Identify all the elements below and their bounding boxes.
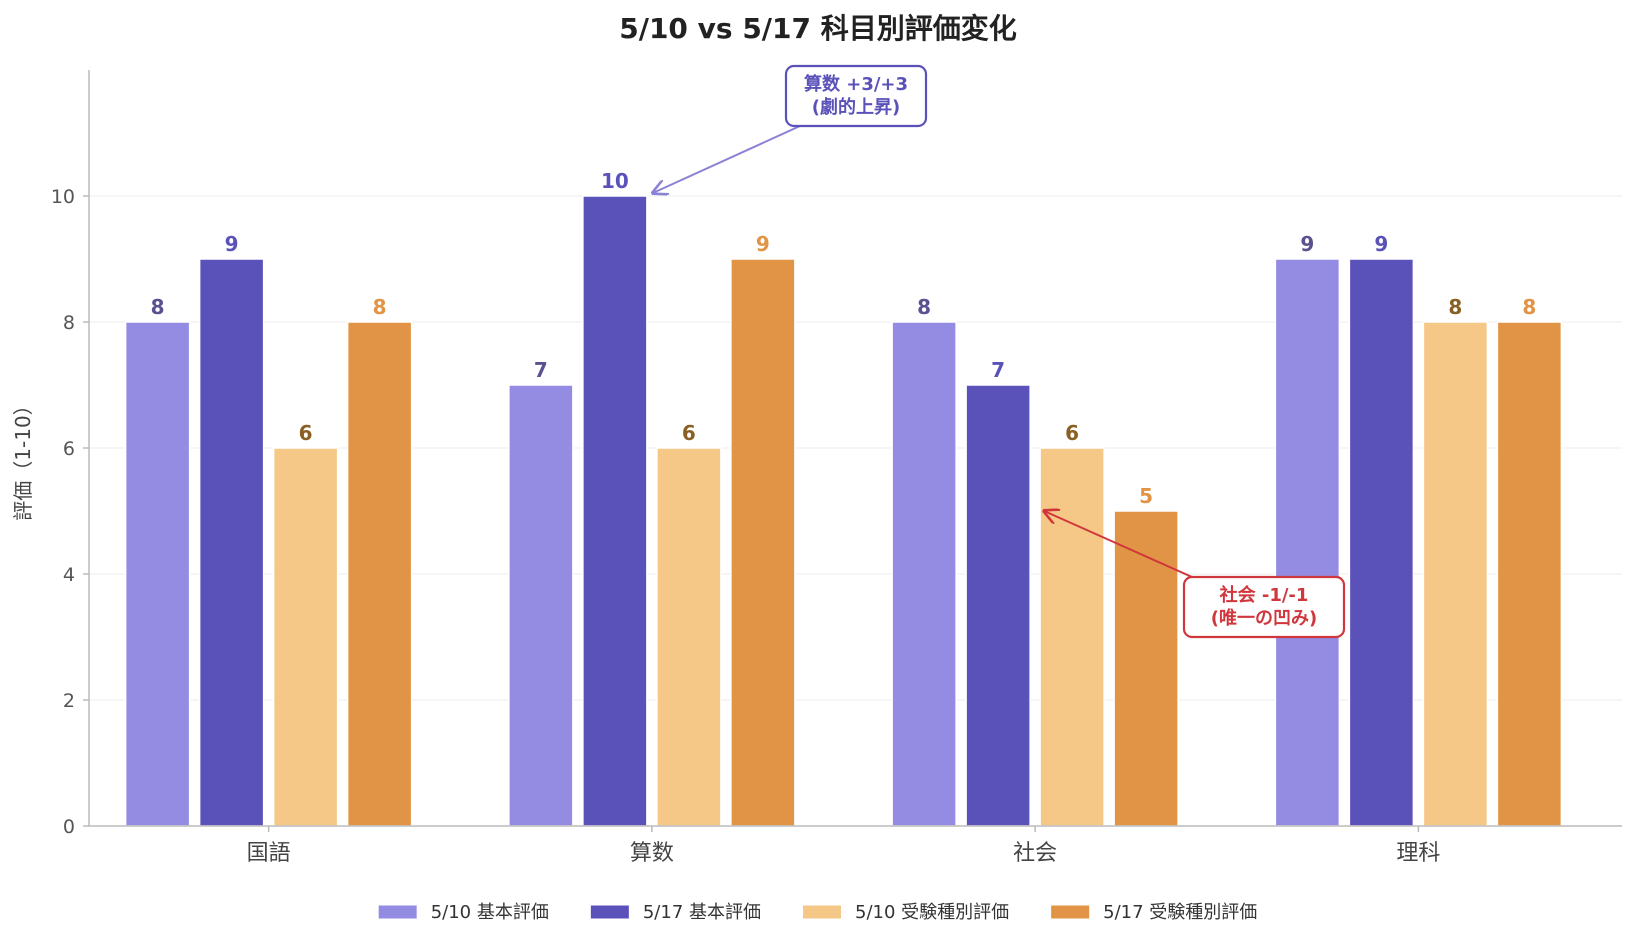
annotation-box [784, 64, 928, 128]
legend-label: 5/17 受験種別評価 [1103, 902, 1257, 923]
annotation-arrow [653, 125, 801, 193]
bar-value-label: 9 [1374, 232, 1388, 256]
y-ticks: 0 2 4 6 8 10 [51, 186, 89, 838]
bar [508, 384, 574, 827]
y-tick-label: 2 [63, 690, 75, 712]
bar [1348, 258, 1415, 827]
legend-swatch [590, 905, 629, 919]
bar [891, 321, 957, 827]
annotation-text: (劇的上昇) [812, 96, 900, 118]
y-tick-label: 0 [63, 816, 75, 838]
bar [1274, 258, 1341, 827]
bar-value-label: 9 [1300, 232, 1314, 256]
legend-label: 5/10 基本評価 [431, 902, 549, 923]
y-axis-title: 評価（1-10） [11, 395, 35, 520]
annotations: 算数 +3/+3(劇的上昇) 社会 -1/-1(唯一の凹み) [653, 64, 1346, 639]
bar [965, 384, 1031, 827]
y-tick-label: 6 [63, 438, 75, 460]
legend-swatch [378, 905, 417, 919]
legend: 5/10 基本評価 5/17 基本評価 5/10 受験種別評価 5/17 受験種別評価 [378, 902, 1257, 923]
bar-value-label: 8 [373, 295, 387, 319]
x-ticks: 国語 算数 社会 理科 [247, 826, 1440, 866]
legend-label: 5/17 基本評価 [643, 902, 761, 923]
bar-value-label: 7 [991, 358, 1005, 382]
annotation-box [1182, 575, 1346, 639]
bar-value-label: 10 [601, 169, 629, 193]
bar-value-label: 5 [1139, 484, 1153, 508]
bar-value-label: 9 [756, 232, 770, 256]
bar-value-label: 7 [534, 358, 548, 382]
bars [124, 195, 1563, 827]
bar-value-label: 8 [1522, 295, 1536, 319]
bar [1422, 321, 1489, 827]
x-tick-label: 理科 [1396, 841, 1440, 866]
legend-label: 5/10 受験種別評価 [855, 902, 1009, 923]
x-tick-label: 国語 [247, 841, 291, 866]
bar [1113, 510, 1179, 827]
bar [272, 447, 339, 827]
bar [730, 258, 796, 827]
bar [346, 321, 413, 827]
x-tick-label: 社会 [1013, 841, 1057, 866]
bar [1496, 321, 1563, 827]
y-tick-label: 10 [51, 186, 75, 208]
y-tick-label: 8 [63, 312, 75, 334]
legend-swatch [803, 905, 841, 919]
bar [656, 447, 722, 827]
bar-value-label: 8 [917, 295, 931, 319]
annotation-arrow [1044, 511, 1193, 578]
bar-value-label: 6 [299, 421, 313, 445]
annotation-text: 社会 -1/-1 [1220, 584, 1309, 606]
value-labels: 8 9 6 8 7 10 6 9 8 7 6 5 9 9 8 8 [151, 169, 1537, 508]
x-tick-label: 算数 [630, 841, 674, 866]
bar [582, 195, 648, 827]
bar-value-label: 9 [225, 232, 239, 256]
bar [1039, 447, 1105, 827]
annotation-text: (唯一の凹み) [1211, 607, 1317, 629]
annotation-text: 算数 +3/+3 [804, 73, 908, 95]
bar-value-label: 6 [1065, 421, 1079, 445]
bar-value-label: 6 [682, 421, 696, 445]
chart-title: 5/10 vs 5/17 科目別評価変化 [619, 12, 1017, 45]
legend-swatch [1051, 905, 1090, 919]
bar [124, 321, 191, 827]
bar-value-label: 8 [1448, 295, 1462, 319]
bar-value-label: 8 [151, 295, 165, 319]
y-tick-label: 4 [63, 564, 75, 586]
bar [198, 258, 265, 827]
